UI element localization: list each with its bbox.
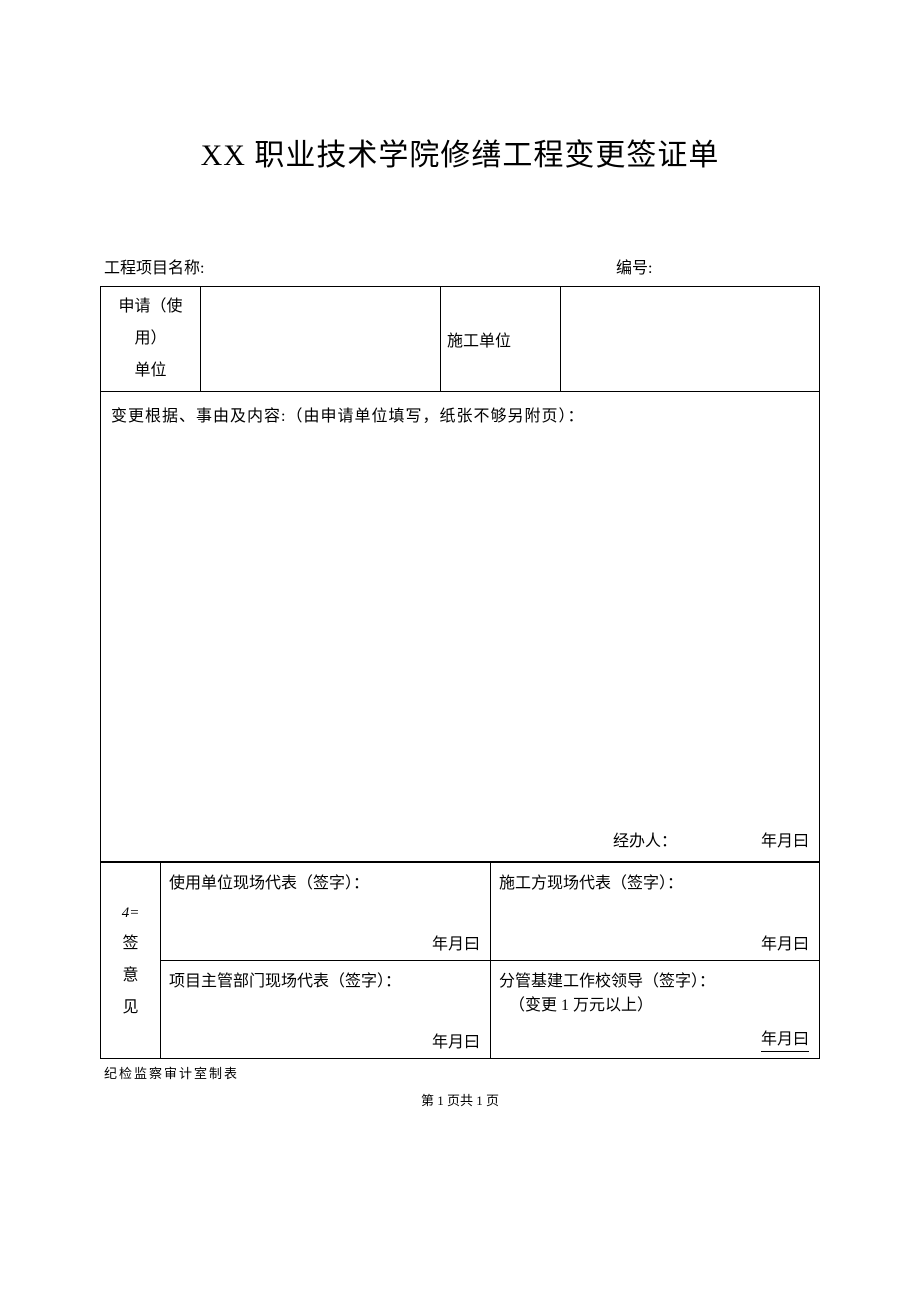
footer-note: 纪检监察审计室制表 — [100, 1063, 820, 1082]
user-rep-cell: 使用单位现场代表（签字）： 年月曰 — [161, 863, 491, 961]
header-row: 工程项目名称: 编号: — [100, 254, 820, 278]
number-label: 编号: — [616, 254, 816, 278]
document-page: XX 职业技术学院修缮工程变更签证单 工程项目名称: 编号: 申请（使用） 单位… — [0, 0, 920, 1109]
leader-note: （变更 1 万元以上） — [509, 991, 811, 1015]
leader-cell: 分管基建工作校领导（签字）： （变更 1 万元以上） 年月曰 — [491, 961, 820, 1059]
handler-label: 经办人： — [613, 833, 677, 850]
signature-row-2: 项目主管部门现场代表（签字）： 年月曰 分管基建工作校领导（签字）： （变更 1… — [101, 961, 820, 1059]
signature-side-label: 4= 签 意 见 — [101, 863, 161, 1059]
applicant-label-line2: 单位 — [107, 355, 194, 387]
constructor-rep-label: 施工方现场代表（签字）： — [499, 869, 811, 893]
project-dept-label: 项目主管部门现场代表（签字）： — [169, 967, 482, 991]
content-cell: 变更根据、事由及内容:（由申请单位填写，纸张不够另附页）： 经办人： 年月曰 — [101, 392, 820, 862]
project-dept-date: 年月曰 — [432, 1028, 480, 1052]
applicant-label: 申请（使用） 单位 — [101, 287, 201, 392]
construction-value — [561, 287, 820, 392]
construction-label: 施工单位 — [441, 287, 561, 392]
content-prompt: 变更根据、事由及内容:（由申请单位填写，纸张不够另附页）： — [111, 402, 809, 426]
applicant-label-line1: 申请（使用） — [107, 291, 194, 355]
signature-table: 4= 签 意 见 使用单位现场代表（签字）： 年月曰 施工方现场代表（签字）： … — [100, 862, 820, 1059]
project-dept-cell: 项目主管部门现场代表（签字）： 年月曰 — [161, 961, 491, 1059]
project-name-label: 工程项目名称: — [104, 254, 616, 278]
page-number: 第 1 页共 1 页 — [100, 1090, 820, 1109]
signature-row-1: 4= 签 意 见 使用单位现场代表（签字）： 年月曰 施工方现场代表（签字）： … — [101, 863, 820, 961]
user-rep-label: 使用单位现场代表（签字）： — [169, 869, 482, 893]
applicant-row: 申请（使用） 单位 施工单位 — [101, 287, 820, 392]
side-label-3: 意 — [107, 960, 154, 992]
side-label-1: 4= — [107, 898, 154, 928]
constructor-rep-cell: 施工方现场代表（签字）： 年月曰 — [491, 863, 820, 961]
content-date: 年月曰 — [761, 833, 809, 850]
leader-date: 年月曰 — [761, 1025, 809, 1052]
side-label-2: 签 — [107, 928, 154, 960]
document-title: XX 职业技术学院修缮工程变更签证单 — [100, 130, 820, 174]
content-footer: 经办人： 年月曰 — [613, 827, 809, 851]
constructor-rep-date: 年月曰 — [761, 930, 809, 954]
side-label-4: 见 — [107, 992, 154, 1024]
leader-label: 分管基建工作校领导（签字）： — [499, 967, 811, 991]
user-rep-date: 年月曰 — [432, 930, 480, 954]
content-row: 变更根据、事由及内容:（由申请单位填写，纸张不够另附页）： 经办人： 年月曰 — [101, 392, 820, 862]
form-table: 申请（使用） 单位 施工单位 变更根据、事由及内容:（由申请单位填写，纸张不够另… — [100, 286, 820, 862]
applicant-value — [201, 287, 441, 392]
